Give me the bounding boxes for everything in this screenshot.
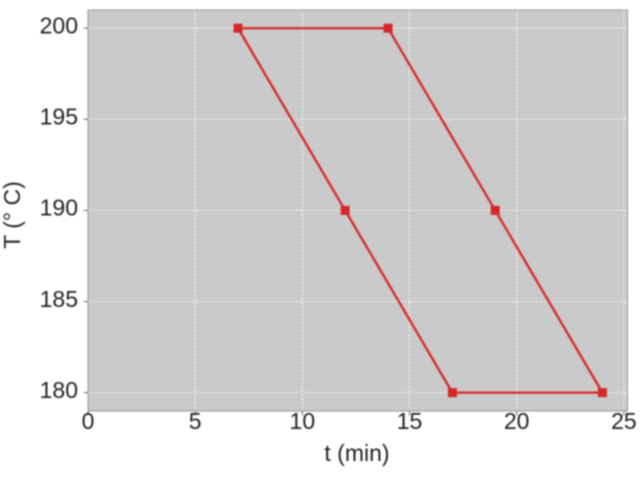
svg-text:180: 180 [40, 377, 78, 403]
svg-text:10: 10 [290, 408, 316, 434]
svg-text:200: 200 [40, 13, 78, 39]
svg-text:t (min): t (min) [324, 440, 389, 466]
svg-text:T (° C): T (° C) [0, 181, 25, 249]
svg-text:15: 15 [397, 408, 423, 434]
svg-text:185: 185 [40, 286, 78, 312]
svg-text:195: 195 [40, 104, 78, 130]
svg-text:20: 20 [504, 408, 530, 434]
svg-text:5: 5 [189, 408, 202, 434]
svg-text:0: 0 [82, 408, 95, 434]
svg-text:190: 190 [40, 195, 78, 221]
svg-text:25: 25 [611, 408, 637, 434]
